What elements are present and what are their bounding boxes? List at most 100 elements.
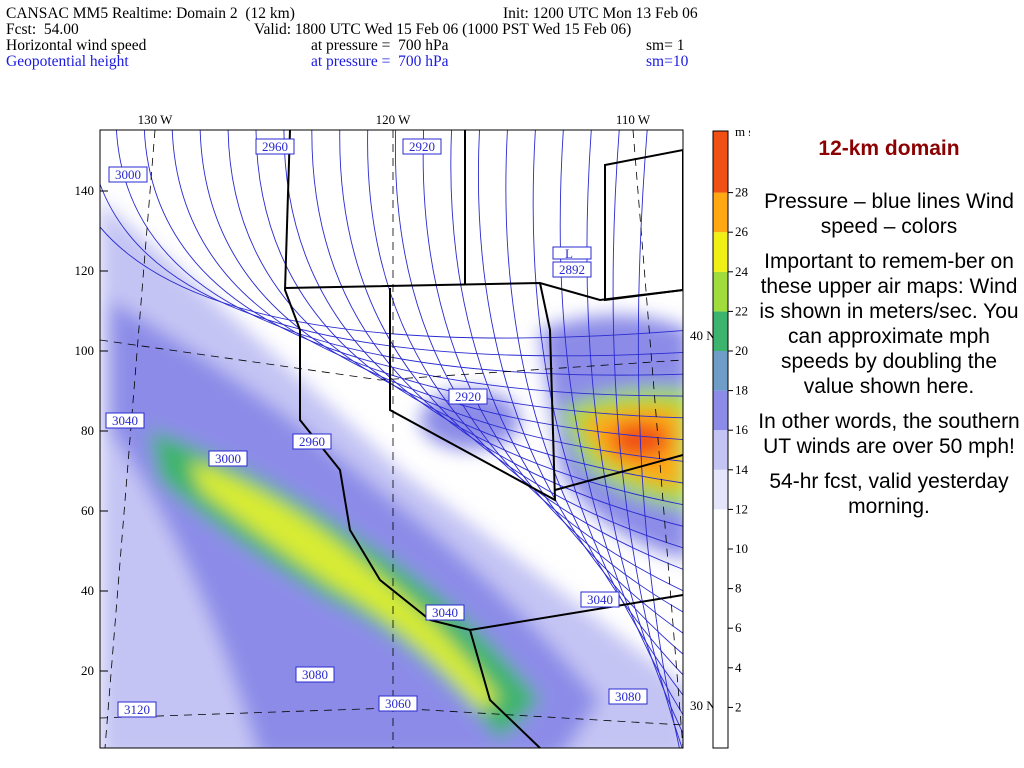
colorbar-label: 22	[735, 303, 748, 318]
contour-label: 3040	[587, 592, 613, 607]
contour-line	[144, 130, 683, 397]
colorbar-band	[713, 192, 728, 233]
wind-field	[100, 200, 683, 748]
colorbar-band	[713, 628, 728, 668]
contour-line	[227, 130, 683, 462]
contour-line	[283, 130, 683, 506]
contour-label: 3040	[112, 413, 138, 428]
colorbar-band	[713, 430, 728, 470]
colorbar-label: 20	[735, 343, 748, 358]
y-tick-label: 60	[81, 503, 94, 518]
contour-label-box	[295, 666, 335, 683]
right-label: 30 N	[690, 698, 716, 713]
contour-line	[422, 130, 683, 613]
contour-line	[100, 182, 683, 357]
contour-label-box	[552, 261, 592, 278]
contour-line	[367, 130, 683, 570]
grid	[100, 130, 683, 748]
contour-line	[199, 130, 683, 440]
low-label: L	[565, 246, 573, 261]
colorbar-label: 18	[735, 383, 748, 398]
contour-label-box	[580, 591, 620, 608]
colorbar-band	[713, 232, 728, 272]
contour-label-box	[378, 695, 418, 712]
contour-label-box	[255, 138, 295, 155]
colorbar-band	[713, 549, 728, 589]
contour-label: 3000	[215, 451, 241, 466]
header-text: Fcst: 54.00	[6, 21, 79, 38]
colorbar-band	[713, 351, 728, 391]
contour-label: 2920	[409, 139, 435, 154]
contour-line	[532, 130, 683, 696]
header-text: Geopotential height	[6, 53, 129, 70]
contour-label-box	[425, 604, 465, 621]
note-text: 54-hr fcst, valid yesterday morning.	[769, 470, 1009, 518]
colorbar-label: 14	[735, 462, 749, 477]
contour-label-box	[402, 138, 442, 155]
header-text: at pressure = 700 hPa	[311, 53, 449, 70]
colorbar-band	[713, 271, 728, 312]
top-label: 120 W	[376, 112, 412, 127]
colorbar-label: 28	[735, 185, 748, 200]
axes: 140 120 100 80 60 40 20 130 W 120 W 110 W 40 N 30 N	[75, 112, 717, 713]
contour-label-box	[105, 412, 145, 429]
header-text: Horizontal wind speed	[6, 37, 147, 54]
colorbar-label: 26	[735, 224, 749, 239]
colorbar-label: 12	[735, 501, 748, 516]
top-label: 130 W	[138, 112, 174, 127]
contour-label: 3080	[615, 689, 641, 704]
contour-line	[637, 130, 680, 748]
contour-label-box	[117, 701, 157, 718]
contour-label-box	[108, 166, 148, 183]
colorbar-label: 10	[735, 541, 748, 556]
contour-labels: 2960 2920 3000 2892 2920 3040 2960 3000 3040 3040…	[105, 138, 648, 718]
note-text: In other words, the southern UT winds ar…	[758, 410, 1020, 458]
contour-line	[311, 130, 683, 527]
colorbar-label: 8	[735, 581, 742, 596]
header-text: sm=10	[646, 53, 689, 70]
y-tick-label: 40	[81, 583, 94, 598]
right-label: 40 N	[690, 328, 716, 343]
contours	[100, 130, 683, 748]
y-tick-label: 140	[75, 183, 95, 198]
colorbar-band	[713, 707, 728, 748]
colorbar-band	[713, 588, 728, 629]
contour-label-box	[208, 450, 248, 467]
colorbar-label: 6	[735, 620, 742, 635]
contour-label: 3080	[302, 667, 328, 682]
y-tick-label: 120	[75, 263, 95, 278]
colorbar-label: 2	[735, 699, 742, 714]
contour-label-box	[552, 246, 592, 260]
contour-label: 2892	[559, 262, 585, 277]
colorbar-band	[713, 509, 728, 549]
contour-label: 3040	[432, 605, 458, 620]
contour-label: 3060	[385, 696, 411, 711]
contour-label: 2960	[262, 139, 288, 154]
colorbar-band	[713, 131, 728, 193]
colorbar-label: 4	[735, 660, 742, 675]
contour-label: 2920	[455, 389, 481, 404]
colorbar-band	[713, 311, 728, 351]
y-tick-label: 20	[81, 663, 94, 678]
note-text: Important to remem-ber on these upper ai…	[759, 250, 1019, 398]
map-frame	[99, 129, 684, 749]
contour-label: 3000	[115, 167, 141, 182]
contour-line	[339, 130, 683, 549]
colorbar-band	[713, 390, 728, 431]
colorbar-frame	[712, 130, 729, 749]
contour-line	[116, 130, 683, 376]
header-text: Init: 1200 UTC Mon 13 Feb 06	[503, 5, 698, 22]
colorbar-unit: m s⁻¹	[735, 124, 750, 139]
y-tick-label: 80	[81, 423, 94, 438]
notes: 12-km domain Pressure – blue lines Wind …	[755, 136, 1023, 529]
contour-line	[505, 130, 683, 676]
colorbar-label: 16	[735, 422, 749, 437]
colorbar-label: 24	[735, 264, 749, 279]
contour-label: 2960	[299, 434, 325, 449]
contour-line	[586, 130, 683, 735]
header-text: sm= 1	[646, 37, 685, 54]
note-text: Pressure – blue lines Wind speed – color…	[764, 190, 1014, 238]
borders	[283, 130, 683, 748]
